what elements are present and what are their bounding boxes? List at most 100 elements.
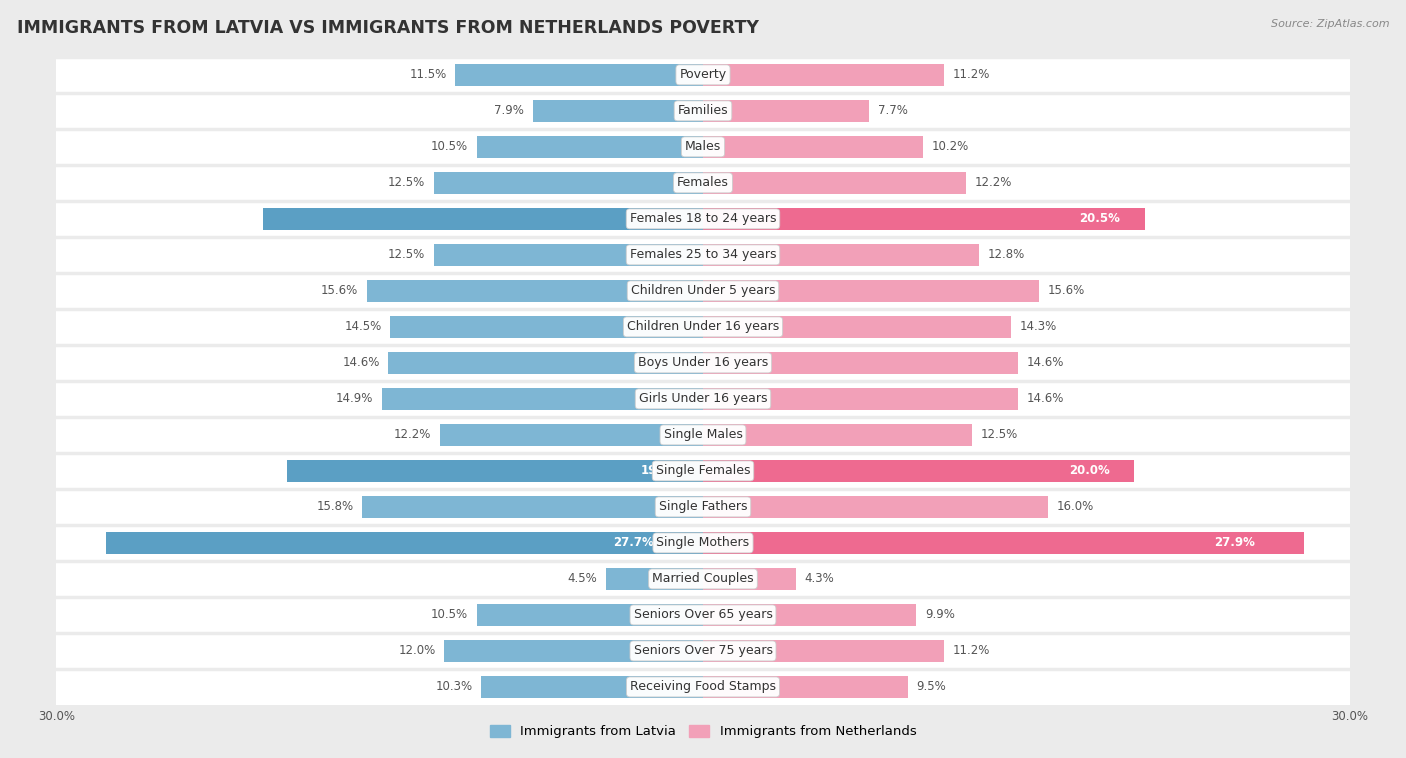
Text: 10.5%: 10.5%: [430, 609, 468, 622]
Text: 14.6%: 14.6%: [342, 356, 380, 369]
Text: 20.5%: 20.5%: [1078, 212, 1119, 225]
Text: Seniors Over 65 years: Seniors Over 65 years: [634, 609, 772, 622]
Bar: [703, 136, 922, 158]
Text: 20.4%: 20.4%: [637, 212, 678, 225]
Text: Females 25 to 34 years: Females 25 to 34 years: [630, 249, 776, 262]
Text: 11.2%: 11.2%: [953, 644, 990, 657]
FancyBboxPatch shape: [13, 633, 1393, 669]
Bar: [606, 568, 703, 590]
Bar: [703, 388, 1018, 409]
Bar: [703, 640, 945, 662]
Bar: [481, 676, 703, 697]
Bar: [703, 352, 1018, 374]
Text: 12.0%: 12.0%: [398, 644, 436, 657]
FancyBboxPatch shape: [13, 309, 1393, 345]
Text: 12.2%: 12.2%: [974, 177, 1012, 190]
Bar: [367, 280, 703, 302]
Text: 14.6%: 14.6%: [1026, 356, 1064, 369]
FancyBboxPatch shape: [13, 236, 1393, 273]
FancyBboxPatch shape: [13, 201, 1393, 236]
Bar: [477, 136, 703, 158]
Text: 15.6%: 15.6%: [321, 284, 359, 297]
FancyBboxPatch shape: [13, 453, 1393, 489]
Text: 11.2%: 11.2%: [953, 68, 990, 81]
FancyBboxPatch shape: [13, 345, 1393, 381]
Text: Females 18 to 24 years: Females 18 to 24 years: [630, 212, 776, 225]
Text: Poverty: Poverty: [679, 68, 727, 81]
FancyBboxPatch shape: [13, 129, 1393, 165]
Text: Receiving Food Stamps: Receiving Food Stamps: [630, 681, 776, 694]
FancyBboxPatch shape: [13, 273, 1393, 309]
Bar: [533, 100, 703, 122]
Bar: [703, 280, 1039, 302]
Text: 27.9%: 27.9%: [1215, 537, 1256, 550]
FancyBboxPatch shape: [13, 93, 1393, 129]
Bar: [703, 460, 1135, 482]
Text: 9.5%: 9.5%: [917, 681, 946, 694]
Text: Children Under 5 years: Children Under 5 years: [631, 284, 775, 297]
FancyBboxPatch shape: [13, 489, 1393, 525]
Bar: [703, 496, 1047, 518]
Bar: [703, 208, 1144, 230]
Text: 27.7%: 27.7%: [613, 537, 654, 550]
Text: Boys Under 16 years: Boys Under 16 years: [638, 356, 768, 369]
Text: Single Females: Single Females: [655, 465, 751, 478]
Text: 19.3%: 19.3%: [641, 465, 682, 478]
Text: 7.9%: 7.9%: [494, 105, 524, 117]
Bar: [263, 208, 703, 230]
FancyBboxPatch shape: [13, 57, 1393, 93]
Bar: [703, 604, 917, 625]
Text: 11.5%: 11.5%: [409, 68, 447, 81]
Text: 12.5%: 12.5%: [388, 177, 425, 190]
Bar: [703, 532, 1305, 553]
Bar: [703, 64, 945, 86]
Bar: [703, 316, 1011, 338]
FancyBboxPatch shape: [13, 165, 1393, 201]
Text: 16.0%: 16.0%: [1056, 500, 1094, 513]
Text: 12.8%: 12.8%: [987, 249, 1025, 262]
Bar: [287, 460, 703, 482]
Text: Children Under 16 years: Children Under 16 years: [627, 321, 779, 334]
Text: 14.3%: 14.3%: [1019, 321, 1057, 334]
Bar: [456, 64, 703, 86]
Text: 12.5%: 12.5%: [388, 249, 425, 262]
Text: 10.5%: 10.5%: [430, 140, 468, 153]
Text: 20.0%: 20.0%: [1070, 465, 1111, 478]
Bar: [388, 352, 703, 374]
FancyBboxPatch shape: [13, 597, 1393, 633]
Text: 10.2%: 10.2%: [932, 140, 969, 153]
Bar: [105, 532, 703, 553]
Text: 15.6%: 15.6%: [1047, 284, 1085, 297]
FancyBboxPatch shape: [13, 561, 1393, 597]
Text: Source: ZipAtlas.com: Source: ZipAtlas.com: [1271, 19, 1389, 29]
Text: Married Couples: Married Couples: [652, 572, 754, 585]
Text: 15.8%: 15.8%: [316, 500, 354, 513]
FancyBboxPatch shape: [13, 381, 1393, 417]
Bar: [703, 100, 869, 122]
Legend: Immigrants from Latvia, Immigrants from Netherlands: Immigrants from Latvia, Immigrants from …: [485, 720, 921, 744]
Text: Girls Under 16 years: Girls Under 16 years: [638, 393, 768, 406]
Bar: [444, 640, 703, 662]
Bar: [703, 676, 908, 697]
Text: 7.7%: 7.7%: [877, 105, 907, 117]
Bar: [433, 172, 703, 194]
Text: Families: Families: [678, 105, 728, 117]
Text: 14.9%: 14.9%: [336, 393, 373, 406]
Bar: [363, 496, 703, 518]
Bar: [703, 244, 979, 266]
Bar: [382, 388, 703, 409]
Text: Single Males: Single Males: [664, 428, 742, 441]
Text: Single Fathers: Single Fathers: [659, 500, 747, 513]
Text: 12.2%: 12.2%: [394, 428, 432, 441]
Bar: [477, 604, 703, 625]
Bar: [703, 172, 966, 194]
Bar: [433, 244, 703, 266]
Text: Single Mothers: Single Mothers: [657, 537, 749, 550]
Text: 10.3%: 10.3%: [436, 681, 472, 694]
Bar: [440, 424, 703, 446]
Bar: [391, 316, 703, 338]
FancyBboxPatch shape: [13, 417, 1393, 453]
Text: 14.5%: 14.5%: [344, 321, 382, 334]
Bar: [703, 424, 973, 446]
Text: Seniors Over 75 years: Seniors Over 75 years: [634, 644, 772, 657]
